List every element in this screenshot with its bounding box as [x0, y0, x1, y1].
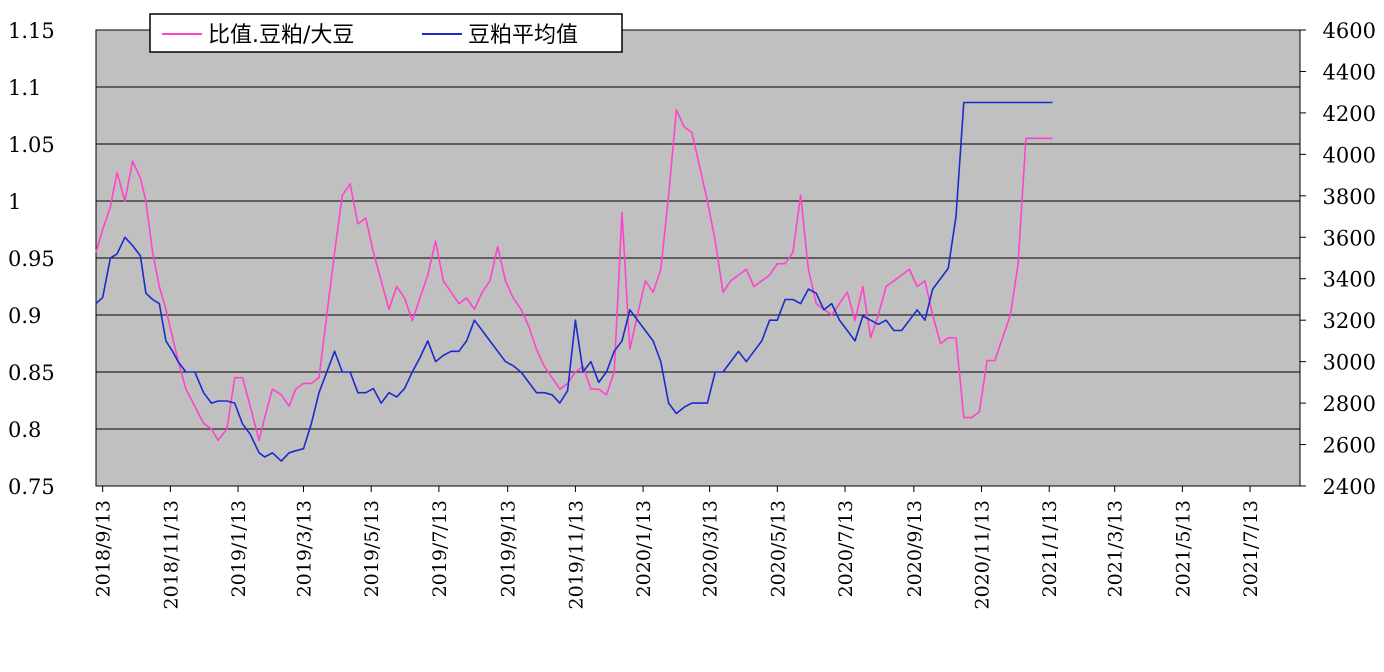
right-axis-ticks: 2400 2600 2800 3000 3200 3400 3600 3800 4000 4200… — [1300, 19, 1376, 499]
x-tick-label: 2019/9/13 — [498, 500, 520, 597]
x-tick-label: 2019/1/13 — [228, 500, 250, 597]
legend-label-ratio: 比值.豆粕/大豆 — [208, 23, 354, 48]
series-lines — [95, 101, 1053, 462]
right-tick-label: 4200 — [1323, 102, 1376, 126]
gridlines — [96, 86, 1300, 430]
legend-box — [149, 13, 623, 53]
x-tick-label: 2019/7/13 — [429, 500, 451, 597]
legend: 比值.豆粕/大豆 豆粕平均值 — [149, 13, 623, 53]
x-tick-label: 2020/9/13 — [904, 500, 926, 597]
right-tick-label: 2600 — [1323, 434, 1376, 458]
left-tick-label: 1.1 — [8, 76, 41, 100]
x-tick-label: 2020/1/13 — [633, 500, 655, 597]
legend-label-price: 豆粕平均值 — [468, 23, 578, 48]
x-tick-label: 2019/11/13 — [565, 500, 587, 610]
right-tick-label: 4000 — [1323, 143, 1376, 167]
right-tick-label: 2400 — [1323, 475, 1376, 499]
x-tick-label: 2021/3/13 — [1105, 500, 1127, 597]
left-tick-label: 0.85 — [8, 361, 55, 385]
series-price-line — [95, 101, 1053, 462]
right-tick-label: 4600 — [1323, 19, 1376, 43]
x-tick-label: 2018/9/13 — [93, 500, 115, 597]
right-tick-label: 3400 — [1323, 268, 1376, 292]
x-axis-ticks: 2018/9/13 2018/11/13 2019/1/13 2019/3/13 201… — [93, 486, 1262, 610]
x-tick-label: 2020/7/13 — [835, 500, 857, 597]
right-tick-label: 3600 — [1323, 226, 1376, 250]
x-tick-label: 2018/11/13 — [160, 500, 182, 610]
x-tick-label: 2021/5/13 — [1172, 500, 1194, 597]
right-tick-label: 2800 — [1323, 392, 1376, 416]
right-tick-label: 3200 — [1323, 309, 1376, 333]
x-tick-label: 2021/1/13 — [1039, 500, 1061, 597]
x-tick-label: 2021/7/13 — [1240, 500, 1262, 597]
x-tick-label: 2019/5/13 — [361, 500, 383, 597]
left-tick-label: 0.95 — [8, 247, 55, 271]
left-tick-label: 1 — [8, 190, 21, 214]
x-tick-label: 2020/11/13 — [972, 500, 994, 610]
right-tick-label: 4400 — [1323, 60, 1376, 84]
left-tick-label: 1.15 — [8, 19, 55, 43]
left-tick-label: 0.9 — [8, 304, 41, 328]
left-axis-ticks: 0.75 0.8 0.85 0.9 0.95 1 1.05 1.1 1.15 — [8, 19, 55, 499]
x-tick-label: 2020/3/13 — [700, 500, 722, 597]
x-tick-label: 2019/3/13 — [294, 500, 316, 597]
left-tick-label: 0.75 — [8, 475, 55, 499]
series-ratio-line — [95, 109, 1053, 442]
x-tick-label: 2020/5/13 — [767, 500, 789, 597]
left-tick-label: 0.8 — [8, 418, 41, 442]
right-tick-label: 3800 — [1323, 185, 1376, 209]
left-tick-label: 1.05 — [8, 133, 55, 157]
right-tick-label: 3000 — [1323, 351, 1376, 375]
